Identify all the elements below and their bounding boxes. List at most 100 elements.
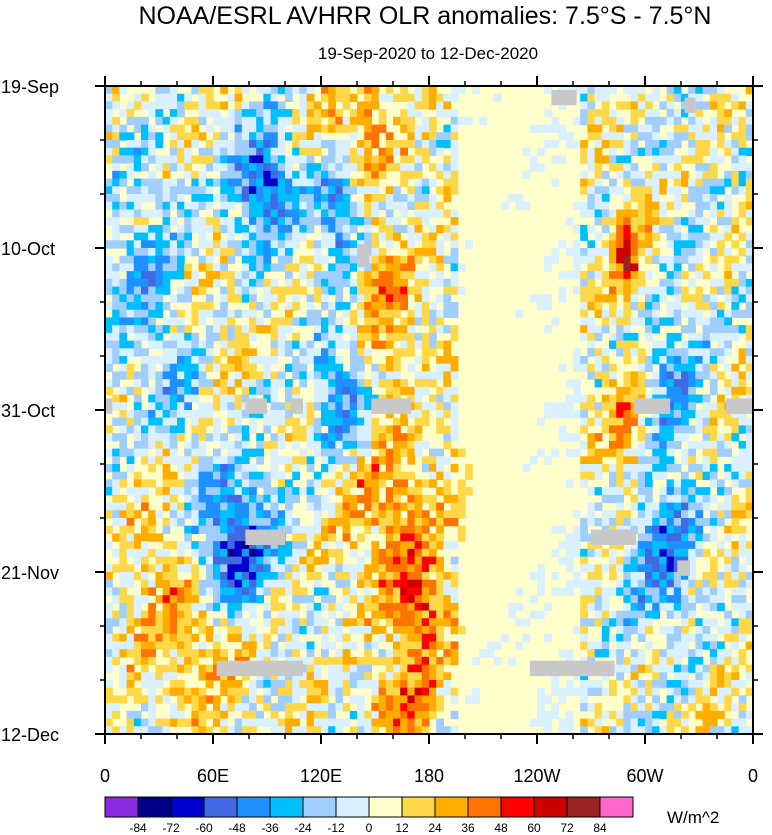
anomaly-cell [277, 579, 286, 589]
anomaly-cell [393, 587, 401, 596]
anomaly-cell [738, 510, 747, 519]
anomaly-cell [436, 703, 444, 712]
anomaly-cell [169, 541, 178, 550]
anomaly-cell [299, 680, 308, 689]
anomaly-cell [594, 417, 603, 427]
anomaly-cell [313, 710, 322, 720]
anomaly-cell [220, 494, 228, 504]
anomaly-cell [241, 332, 250, 342]
anomaly-cell [745, 186, 754, 195]
anomaly-cell [745, 101, 754, 110]
anomaly-cell [493, 656, 502, 666]
anomaly-cell [745, 240, 754, 249]
anomaly-cell [198, 363, 207, 373]
anomaly-cell [126, 579, 135, 589]
anomaly-cell [220, 186, 228, 195]
anomaly-cell [184, 633, 192, 643]
anomaly-cell [349, 155, 358, 164]
anomaly-cell [594, 541, 603, 550]
anomaly-cell [378, 687, 387, 697]
anomaly-cell [306, 525, 315, 535]
anomaly-cell [637, 209, 646, 218]
anomaly-cell [249, 710, 257, 720]
anomaly-cell [213, 417, 221, 427]
anomaly-cell [227, 464, 236, 473]
anomaly-cell [659, 363, 668, 373]
anomaly-cell [313, 518, 322, 527]
anomaly-cell [177, 325, 185, 334]
anomaly-cell [349, 695, 358, 704]
anomaly-cell [335, 502, 344, 511]
anomaly-cell [198, 232, 207, 241]
anomaly-cell [177, 695, 185, 704]
anomaly-cell [335, 209, 344, 218]
anomaly-cell [436, 687, 444, 697]
anomaly-cell [731, 116, 740, 126]
anomaly-cell [364, 271, 372, 280]
anomaly-cell [198, 541, 207, 550]
anomaly-cell [169, 471, 178, 481]
anomaly-cell [285, 163, 293, 172]
anomaly-cell [205, 672, 214, 681]
anomaly-cell [349, 371, 358, 380]
anomaly-cell [148, 101, 156, 110]
anomaly-cell [328, 201, 336, 211]
anomaly-cell [450, 86, 459, 95]
anomaly-cell [313, 294, 322, 303]
anomaly-cell [249, 186, 257, 195]
anomaly-cell [393, 147, 401, 157]
anomaly-cell [241, 356, 250, 365]
anomaly-cell [198, 317, 207, 326]
anomaly-cell [328, 510, 336, 519]
anomaly-cell [141, 163, 149, 172]
anomaly-cell [105, 687, 113, 697]
anomaly-cell [709, 101, 718, 110]
anomaly-cell [443, 124, 452, 133]
anomaly-cell [220, 178, 228, 187]
anomaly-cell [695, 217, 704, 226]
anomaly-cell [220, 302, 228, 311]
anomaly-cell [688, 587, 696, 596]
anomaly-cell [112, 610, 120, 619]
anomaly-cell [429, 140, 437, 149]
anomaly-cell [133, 263, 142, 272]
anomaly-cell [198, 286, 207, 295]
anomaly-cell [450, 541, 459, 550]
anomaly-cell [321, 371, 329, 380]
anomaly-cell [292, 386, 300, 396]
anomaly-cell [601, 448, 610, 457]
anomaly-cell [328, 263, 336, 272]
anomaly-cell [666, 510, 675, 519]
anomaly-cell [587, 278, 596, 288]
anomaly-cell [717, 124, 725, 133]
anomaly-cell [623, 433, 632, 442]
anomaly-cell [666, 224, 675, 234]
anomaly-cell [580, 278, 588, 288]
anomaly-cell [450, 224, 459, 234]
anomaly-cell [357, 386, 365, 396]
anomaly-cell [133, 425, 142, 434]
anomaly-cell [400, 379, 408, 388]
anomaly-cell [645, 294, 653, 303]
anomaly-cell [249, 240, 257, 249]
anomaly-cell [321, 602, 329, 612]
anomaly-cell [112, 332, 120, 342]
anomaly-cell [126, 572, 135, 581]
anomaly-cell [594, 294, 603, 303]
anomaly-cell [313, 502, 322, 511]
anomaly-cell [573, 579, 581, 589]
anomaly-cell [205, 248, 214, 257]
anomaly-cell [357, 147, 365, 157]
anomaly-cell [436, 371, 444, 380]
anomaly-cell [321, 386, 329, 396]
anomaly-cell [270, 209, 279, 218]
anomaly-cell [429, 240, 437, 249]
anomaly-cell [573, 533, 581, 542]
anomaly-cell [724, 317, 732, 326]
anomaly-cell [695, 240, 704, 249]
anomaly-cell [227, 587, 236, 596]
anomaly-cell [587, 456, 596, 465]
anomaly-cell [630, 595, 639, 604]
anomaly-cell [249, 502, 257, 511]
anomaly-cell [681, 294, 689, 303]
